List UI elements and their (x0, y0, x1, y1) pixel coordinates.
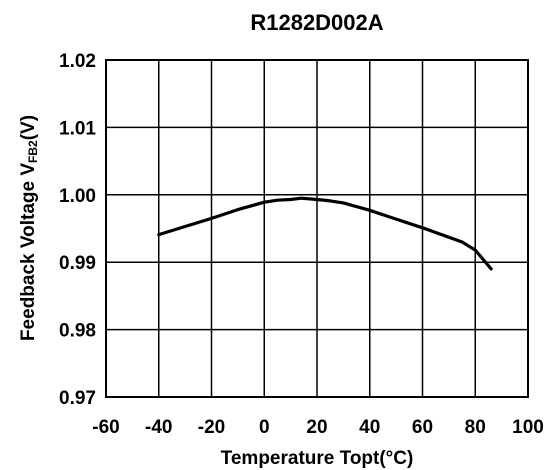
y-axis-label-main: Feedback Voltage V (18, 163, 39, 341)
y-axis-label-subscript: FB2 (26, 140, 40, 163)
series-line (157, 196, 493, 271)
x-tick-label: 40 (359, 417, 380, 438)
y-axis-label: Feedback Voltage VFB2(V) (18, 115, 40, 341)
y-tick-label: 0.97 (59, 388, 96, 409)
x-tick-label: -20 (198, 417, 225, 438)
x-tick-label: -40 (145, 417, 172, 438)
series-group (157, 196, 493, 271)
x-axis-label: Temperature Topt(°C) (221, 448, 414, 469)
y-tick-labels: 1.02 1.01 1.00 0.99 0.98 0.97 (59, 51, 96, 409)
x-tick-label: 0 (259, 417, 270, 438)
y-tick-label: 1.01 (59, 118, 96, 139)
x-tick-label: 20 (306, 417, 327, 438)
y-tick-label: 0.99 (59, 253, 96, 274)
y-tick-label: 1.00 (59, 186, 96, 207)
x-tick-labels: -60 -40 -20 0 20 40 60 80 100 (92, 417, 544, 438)
x-tick-label: 60 (412, 417, 433, 438)
x-tick-label: -60 (92, 417, 119, 438)
y-axis-label-unit: (V) (18, 115, 39, 140)
y-tick-label: 1.02 (59, 51, 96, 72)
x-tick-label: 80 (465, 417, 486, 438)
plot-frame (105, 59, 529, 398)
grid-lines (105, 59, 529, 398)
y-tick-label: 0.98 (59, 321, 96, 342)
chart-title: R1282D002A (250, 10, 383, 35)
x-tick-label: 100 (512, 417, 544, 438)
